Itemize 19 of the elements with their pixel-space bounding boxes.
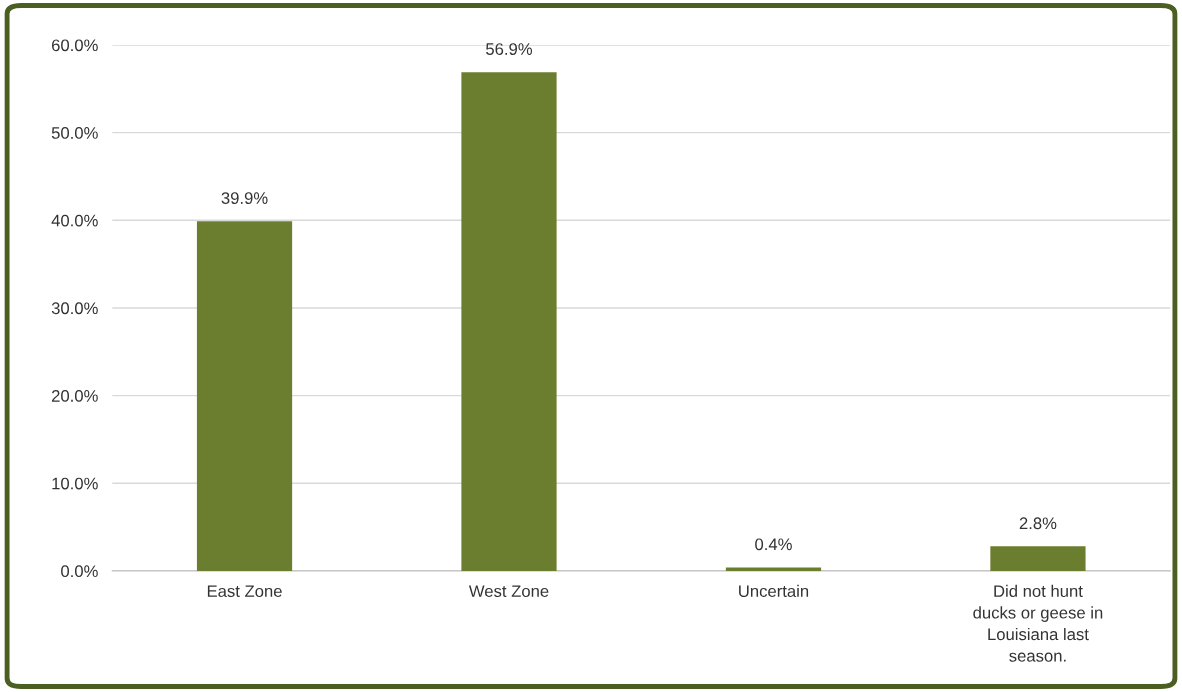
y-tick-label: 60.0% bbox=[51, 39, 98, 52]
bar bbox=[196, 221, 293, 571]
y-tick-label: 0.0% bbox=[61, 565, 98, 578]
y-tick-label: 30.0% bbox=[51, 302, 98, 315]
bar bbox=[990, 546, 1086, 571]
data-label: 0.4% bbox=[755, 538, 792, 551]
y-tick-label: 20.0% bbox=[51, 389, 98, 402]
x-tick-label: Did not hunt ducks or geese in Louisiana last season. bbox=[973, 584, 1103, 662]
y-tick-label: 50.0% bbox=[51, 127, 98, 139]
x-tick-label: East Zone bbox=[207, 585, 282, 598]
data-label: 2.8% bbox=[1019, 517, 1057, 530]
bar bbox=[461, 72, 557, 571]
data-label: 39.9% bbox=[221, 192, 268, 204]
x-tick-label: West Zone bbox=[468, 585, 549, 598]
y-tick-label: 10.0% bbox=[52, 477, 98, 490]
bar bbox=[725, 567, 822, 571]
data-label: 56.9% bbox=[486, 43, 533, 55]
x-tick-label: Uncertain bbox=[739, 584, 809, 598]
y-tick-label: 40.0% bbox=[51, 214, 98, 227]
